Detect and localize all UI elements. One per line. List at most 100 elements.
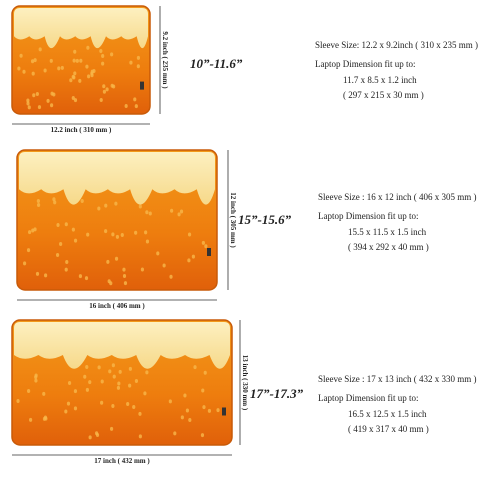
bubble — [65, 259, 69, 264]
bubble — [27, 105, 31, 110]
bubble — [55, 252, 60, 257]
bubble — [202, 405, 206, 410]
bubble — [36, 202, 41, 207]
bubble — [80, 199, 84, 204]
bubble — [88, 435, 92, 440]
sleeve-size: Sleeve Size : 16 x 12 inch ( 406 x 305 m… — [318, 192, 476, 202]
height-label: 13 inch ( 330 mm ) — [241, 355, 249, 411]
bubble — [134, 378, 139, 383]
bubble — [108, 369, 112, 374]
bubble — [88, 380, 92, 385]
bubble — [97, 206, 101, 211]
width-label: 16 inch ( 406 mm ) — [89, 302, 145, 310]
bubble — [35, 91, 39, 96]
bubble — [78, 78, 82, 83]
bubble — [46, 98, 50, 103]
bubble — [134, 104, 138, 109]
bubble — [34, 378, 38, 383]
bubble — [207, 408, 212, 413]
height-label: 9.2 inch ( 235 mm ) — [161, 31, 169, 89]
bubble — [187, 258, 191, 263]
bubble — [38, 47, 42, 52]
bubble — [27, 389, 31, 394]
fit-heading: Laptop Dimension fit up to: — [318, 393, 419, 403]
bubble — [128, 383, 132, 388]
bubble — [173, 431, 177, 436]
bubble — [36, 198, 40, 203]
bubble — [72, 58, 76, 63]
bubble — [64, 267, 68, 272]
bubble — [105, 87, 109, 92]
bubble — [29, 417, 33, 422]
bubble — [120, 232, 124, 237]
fit-inch: 11.7 x 8.5 x 1.2 inch — [343, 75, 417, 85]
foam — [14, 322, 230, 369]
bubble — [22, 69, 26, 74]
fit-mm: ( 394 x 292 x 40 mm ) — [348, 242, 429, 252]
bubble — [75, 58, 79, 63]
sleeve — [11, 5, 151, 115]
bubble — [204, 244, 208, 249]
size-label: 15”-15.6” — [238, 212, 292, 227]
bubble — [138, 434, 142, 439]
bubble — [67, 381, 72, 386]
bubble — [49, 58, 53, 63]
bubble — [73, 238, 78, 243]
bubble — [143, 391, 147, 396]
sleeve — [11, 319, 233, 446]
bubble — [109, 426, 114, 431]
bubble — [203, 370, 207, 375]
bubble — [64, 222, 68, 227]
bubble — [102, 84, 106, 89]
bubble — [162, 263, 166, 268]
bubble — [64, 409, 68, 414]
bubble — [79, 58, 83, 63]
zipper-tab — [140, 81, 144, 90]
bubble — [86, 45, 90, 50]
bubble — [42, 391, 46, 396]
bubble — [138, 411, 142, 416]
bubble — [71, 74, 75, 79]
bubble — [185, 408, 190, 413]
bubble — [78, 274, 83, 279]
bubble — [104, 229, 108, 234]
bubble — [26, 101, 30, 106]
bubble — [177, 212, 181, 217]
bubble — [50, 91, 54, 96]
bubble — [191, 254, 196, 259]
bubble — [111, 403, 115, 408]
bubble — [122, 267, 126, 272]
bubble — [169, 274, 173, 279]
bubble — [71, 96, 75, 101]
bubble — [168, 399, 172, 404]
bubble — [102, 89, 107, 94]
bubble — [32, 93, 36, 98]
bubble — [170, 208, 174, 213]
bubble — [114, 201, 118, 206]
bubble — [180, 415, 184, 420]
bubble — [44, 273, 48, 278]
bubble — [136, 55, 141, 60]
bubble — [28, 230, 32, 235]
fit-heading: Laptop Dimension fit up to: — [315, 59, 416, 69]
bubble — [33, 58, 37, 63]
foam — [19, 152, 215, 205]
bubble — [53, 200, 57, 205]
bubble — [59, 241, 63, 246]
bubble — [31, 228, 35, 233]
bubble — [101, 53, 105, 58]
bubble — [84, 276, 89, 281]
bubble — [134, 230, 138, 235]
bubble — [123, 281, 128, 286]
foam — [14, 8, 148, 49]
bubble — [111, 363, 115, 368]
zipper-tab — [222, 407, 226, 416]
bubble — [86, 232, 90, 237]
sleeve-size: Sleeve Size: 12.2 x 9.2inch ( 310 x 235 … — [315, 40, 478, 50]
bubble — [90, 73, 94, 78]
bubble — [111, 232, 115, 237]
bubble — [60, 65, 64, 70]
bubble — [17, 66, 21, 71]
bubble — [94, 431, 99, 436]
